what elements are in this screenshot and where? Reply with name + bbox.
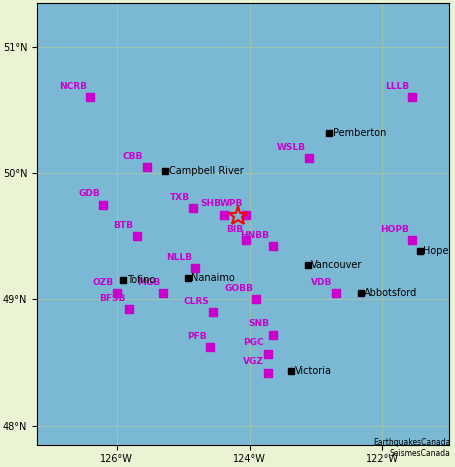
Text: CBB: CBB <box>123 151 143 161</box>
Text: VDB: VDB <box>311 278 333 287</box>
Text: Hope: Hope <box>423 247 449 256</box>
Text: Abbotsford: Abbotsford <box>364 288 417 298</box>
Text: MGB: MGB <box>136 278 160 287</box>
Text: Tofino: Tofino <box>126 276 155 285</box>
Text: HOPB: HOPB <box>380 225 409 234</box>
Text: LLLB: LLLB <box>385 82 409 91</box>
Text: NCRB: NCRB <box>59 82 87 91</box>
Text: Victoria: Victoria <box>295 366 332 376</box>
Text: WSLB: WSLB <box>277 143 306 152</box>
Text: VGZ: VGZ <box>243 357 264 366</box>
Text: SNB: SNB <box>248 319 269 328</box>
Text: HNBB: HNBB <box>241 231 269 240</box>
Text: PGC: PGC <box>243 338 264 347</box>
Text: GOBB: GOBB <box>224 284 253 293</box>
Text: TXB: TXB <box>170 193 190 202</box>
Text: BIB: BIB <box>226 225 243 234</box>
Text: SHB: SHB <box>200 199 221 208</box>
Text: Pemberton: Pemberton <box>333 128 386 138</box>
Text: GDB: GDB <box>78 190 100 198</box>
Text: Vancouver: Vancouver <box>311 260 363 270</box>
Text: PFB: PFB <box>187 332 207 341</box>
Text: EarthquakesCanada
SeismesCanada: EarthquakesCanada SeismesCanada <box>373 438 450 458</box>
Text: Nanaimo: Nanaimo <box>191 273 235 283</box>
Text: OZB: OZB <box>92 278 113 287</box>
Text: BFSB: BFSB <box>99 294 126 303</box>
Text: BTB: BTB <box>113 221 133 230</box>
Text: NLLB: NLLB <box>166 253 192 262</box>
Text: WPB: WPB <box>220 199 243 208</box>
Text: CLRS: CLRS <box>184 297 210 306</box>
Text: Campbell River: Campbell River <box>168 166 243 176</box>
